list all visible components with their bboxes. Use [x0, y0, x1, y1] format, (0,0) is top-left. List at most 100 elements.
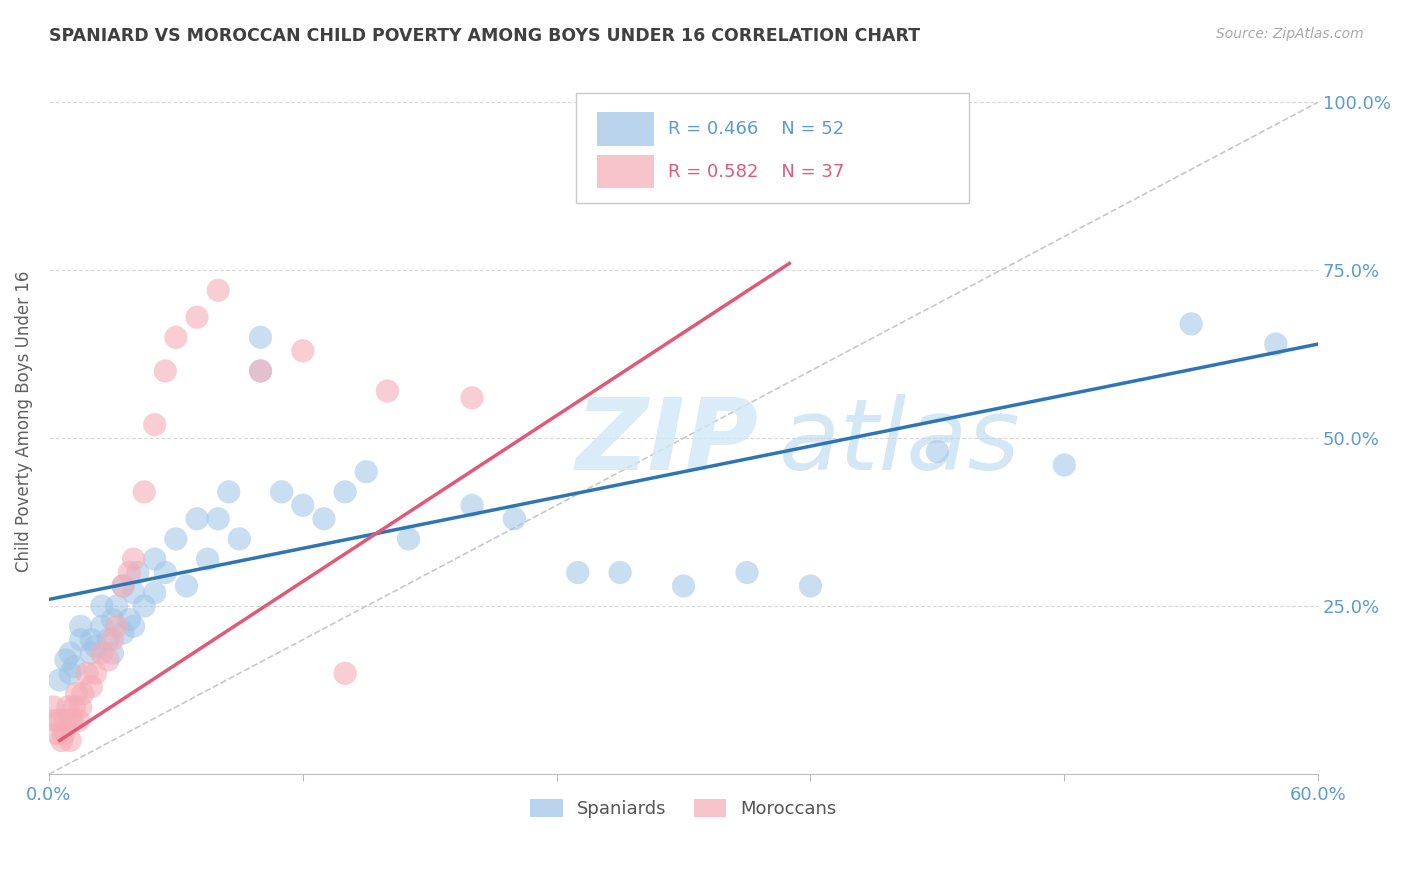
- Point: [122, 619, 145, 633]
- Point: [56, 700, 79, 714]
- Point: [59, 714, 82, 728]
- FancyBboxPatch shape: [598, 154, 654, 188]
- Point: [59, 666, 82, 681]
- Point: [186, 512, 208, 526]
- Point: [59, 733, 82, 747]
- Point: [207, 283, 229, 297]
- Point: [90, 646, 112, 660]
- Point: [80, 632, 103, 647]
- Text: R = 0.466    N = 52: R = 0.466 N = 52: [668, 120, 845, 138]
- Point: [186, 310, 208, 325]
- Point: [609, 566, 631, 580]
- Point: [101, 646, 124, 660]
- Point: [90, 599, 112, 614]
- Point: [67, 714, 90, 728]
- Point: [333, 666, 356, 681]
- Point: [197, 552, 219, 566]
- Point: [48, 714, 70, 728]
- Point: [356, 465, 378, 479]
- Point: [333, 484, 356, 499]
- Point: [42, 700, 65, 714]
- Point: [101, 632, 124, 647]
- Point: [52, 727, 75, 741]
- Point: [249, 364, 271, 378]
- Point: [249, 364, 271, 378]
- Point: [207, 512, 229, 526]
- Point: [118, 613, 141, 627]
- Point: [90, 619, 112, 633]
- Point: [155, 566, 177, 580]
- Point: [111, 579, 134, 593]
- FancyBboxPatch shape: [598, 112, 654, 146]
- Point: [46, 727, 69, 741]
- Point: [76, 666, 98, 681]
- Point: [143, 417, 166, 432]
- Point: [63, 700, 86, 714]
- Point: [218, 484, 240, 499]
- Point: [291, 343, 314, 358]
- Point: [55, 653, 77, 667]
- Point: [249, 330, 271, 344]
- Point: [97, 653, 120, 667]
- Point: [799, 579, 821, 593]
- Point: [97, 632, 120, 647]
- Point: [63, 659, 86, 673]
- Point: [101, 613, 124, 627]
- Text: atlas: atlas: [779, 394, 1021, 491]
- Text: R = 0.582    N = 37: R = 0.582 N = 37: [668, 162, 845, 180]
- Point: [127, 566, 149, 580]
- Point: [155, 364, 177, 378]
- Point: [165, 330, 187, 344]
- Point: [122, 552, 145, 566]
- Y-axis label: Child Poverty Among Boys Under 16: Child Poverty Among Boys Under 16: [15, 270, 32, 572]
- Legend: Spaniards, Moroccans: Spaniards, Moroccans: [523, 791, 844, 825]
- Point: [59, 646, 82, 660]
- Point: [65, 686, 87, 700]
- Point: [143, 585, 166, 599]
- Point: [111, 579, 134, 593]
- Point: [176, 579, 198, 593]
- Point: [1180, 317, 1202, 331]
- Text: SPANIARD VS MOROCCAN CHILD POVERTY AMONG BOYS UNDER 16 CORRELATION CHART: SPANIARD VS MOROCCAN CHILD POVERTY AMONG…: [49, 27, 921, 45]
- Point: [111, 626, 134, 640]
- Point: [80, 646, 103, 660]
- Point: [927, 444, 949, 458]
- Point: [48, 673, 70, 687]
- FancyBboxPatch shape: [575, 94, 969, 202]
- Point: [118, 566, 141, 580]
- Point: [69, 632, 91, 647]
- Point: [84, 640, 107, 654]
- Point: [60, 714, 83, 728]
- Text: ZIP: ZIP: [575, 394, 759, 491]
- Point: [143, 552, 166, 566]
- Point: [377, 384, 399, 398]
- Point: [398, 532, 420, 546]
- Point: [134, 484, 156, 499]
- Point: [672, 579, 695, 593]
- Point: [312, 512, 335, 526]
- Point: [1264, 337, 1286, 351]
- Point: [270, 484, 292, 499]
- Point: [80, 680, 103, 694]
- Point: [165, 532, 187, 546]
- Point: [105, 599, 128, 614]
- Point: [69, 619, 91, 633]
- Point: [735, 566, 758, 580]
- Point: [84, 666, 107, 681]
- Point: [105, 619, 128, 633]
- Point: [1053, 458, 1076, 472]
- Point: [291, 499, 314, 513]
- Point: [567, 566, 589, 580]
- Point: [122, 585, 145, 599]
- Point: [55, 714, 77, 728]
- Point: [44, 714, 66, 728]
- Point: [228, 532, 250, 546]
- Point: [461, 499, 484, 513]
- Point: [134, 599, 156, 614]
- Point: [72, 686, 94, 700]
- Point: [69, 700, 91, 714]
- Point: [503, 512, 526, 526]
- Text: Source: ZipAtlas.com: Source: ZipAtlas.com: [1216, 27, 1364, 41]
- Point: [461, 391, 484, 405]
- Point: [51, 733, 73, 747]
